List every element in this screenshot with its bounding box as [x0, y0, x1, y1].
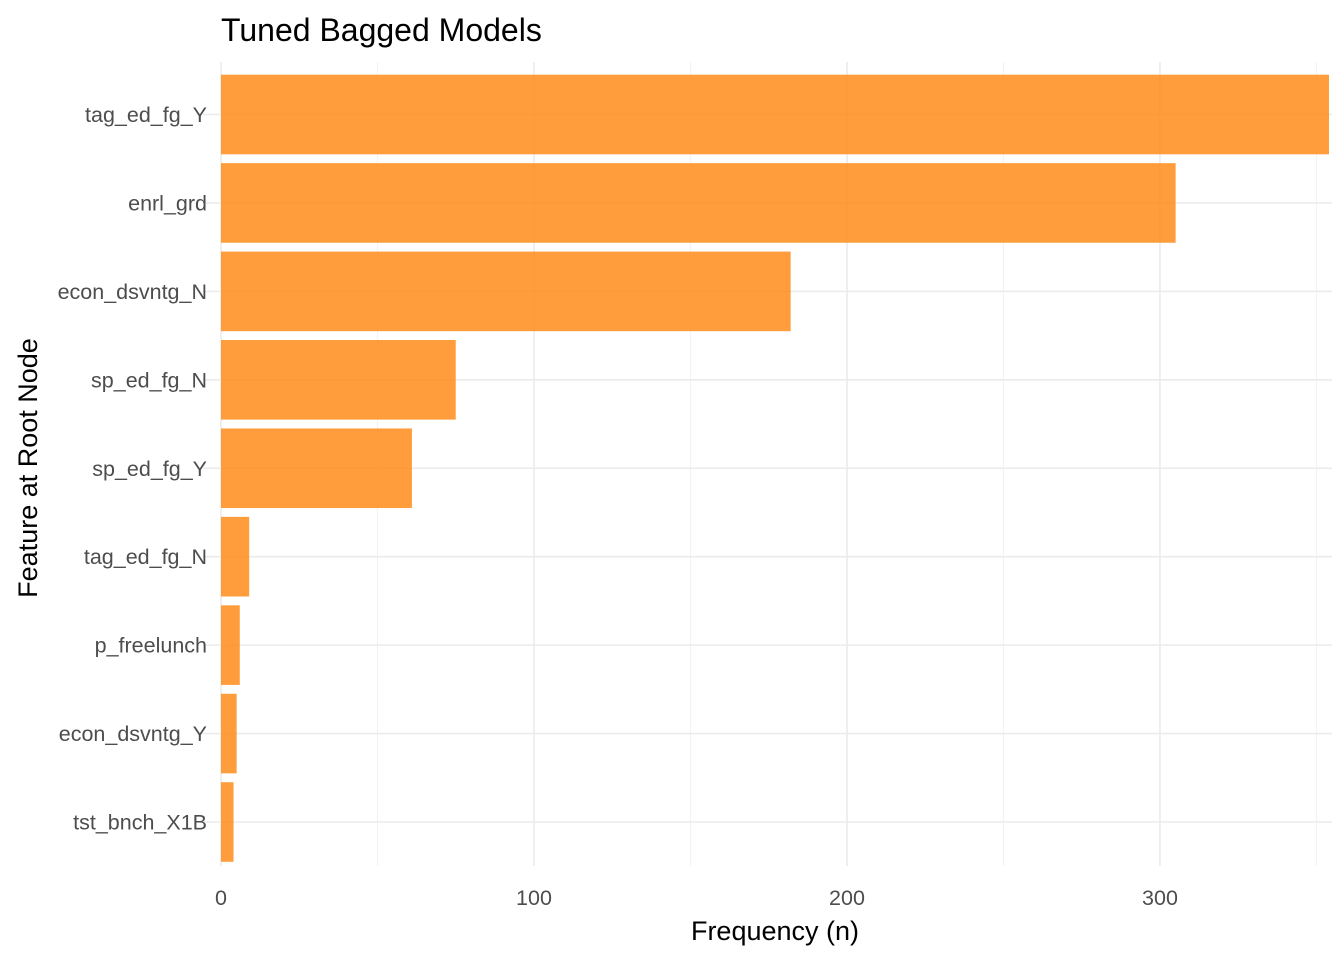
bar-econ_dsvntg_Y [221, 693, 237, 774]
x-tick-label: 200 [829, 886, 865, 910]
x-tick-label: 0 [215, 886, 227, 910]
y-tick-label: econ_dsvntg_N [58, 280, 207, 304]
bar-sp_ed_fg_N [221, 340, 456, 420]
y-tick-label: econ_dsvntg_Y [59, 722, 207, 746]
y-tick-label: sp_ed_fg_N [91, 368, 207, 392]
y-tick-label: tst_bnch_X1B [73, 811, 207, 835]
y-tick-label: p_freelunch [95, 634, 207, 658]
y-tick-labels: tag_ed_fg_Y enrl_grd econ_dsvntg_N sp_ed_fg… [58, 103, 207, 835]
x-tick-label: 300 [1142, 886, 1178, 910]
bar-tst_bnch_X1B [221, 782, 234, 862]
y-tick-label: tag_ed_fg_N [84, 545, 207, 569]
y-tick-label: tag_ed_fg_Y [85, 103, 207, 127]
x-tick-labels: 0 100 200 300 [215, 886, 1178, 910]
bars-layer [221, 74, 1329, 862]
bar-econ_dsvntg_N [221, 251, 791, 332]
x-tick-label: 100 [516, 886, 552, 910]
chart-title: Tuned Bagged Models [221, 12, 542, 48]
y-tick-label: sp_ed_fg_Y [92, 457, 207, 481]
bar-tag_ed_fg_N [221, 516, 250, 597]
y-tick-label: enrl_grd [128, 191, 207, 215]
bar-enrl_grd [221, 163, 1176, 243]
x-axis-title: Frequency (n) [691, 916, 859, 946]
y-axis-title: Feature at Root Node [13, 338, 43, 598]
bar-p_freelunch [221, 605, 240, 685]
bar-tag_ed_fg_Y [221, 74, 1329, 155]
bar-sp_ed_fg_Y [221, 428, 412, 509]
